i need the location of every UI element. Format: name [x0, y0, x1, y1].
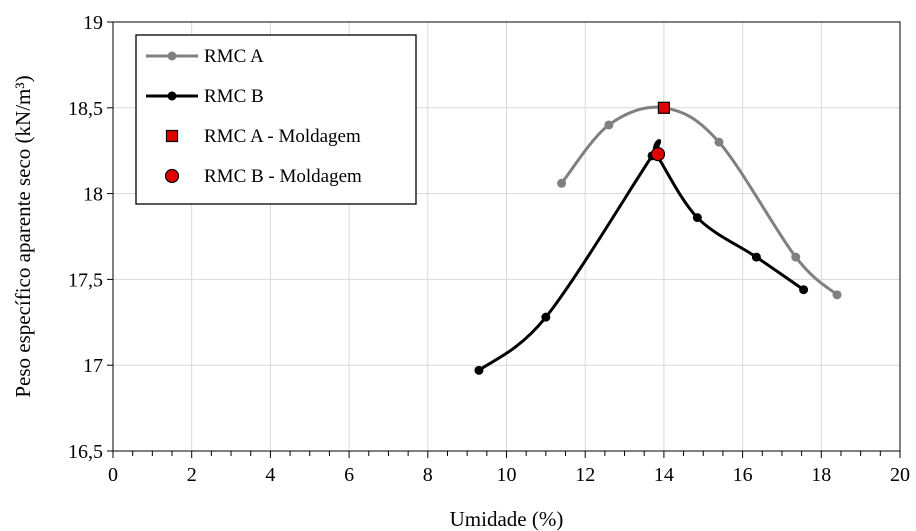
data-point: [604, 120, 614, 130]
legend-item: RMC A: [146, 46, 264, 67]
legend-marker: [167, 51, 177, 61]
axes: 0 2 4 6 8 10 12 14 16 18 20 16,5 17 17,5 18 18,5 19: [68, 12, 910, 486]
x-tick-label: 20: [890, 464, 910, 486]
data-point: [714, 137, 724, 147]
data-point: [474, 365, 484, 375]
x-tick-label: 0: [108, 464, 118, 486]
y-tick-label: 16,5: [68, 441, 103, 463]
series-rmc-a-moldagem: [657, 101, 671, 114]
legend-label: RMC B - Moldagem: [204, 166, 362, 187]
x-tick-label: 8: [423, 464, 433, 486]
y-tick-label: 19: [83, 12, 103, 34]
data-point: [692, 213, 702, 223]
data-point: [657, 101, 671, 114]
series-rmc-a: [557, 103, 842, 300]
data-point: [799, 285, 809, 295]
legend: RMC A RMC B RMC A - Moldagem RMC B - Moldag…: [135, 34, 417, 205]
x-tick-label: 2: [187, 464, 197, 486]
legend-label: RMC B: [204, 86, 264, 107]
legend-marker: [164, 168, 180, 184]
x-tick-label: 4: [265, 464, 275, 486]
legend-marker: [165, 129, 179, 143]
x-tick-label: 12: [575, 464, 595, 486]
legend-item: RMC B - Moldagem: [164, 166, 362, 187]
data-point: [791, 252, 801, 262]
x-tick-label: 6: [344, 464, 354, 486]
data-point: [832, 290, 842, 300]
legend-marker: [167, 91, 177, 101]
y-tick-label: 17,5: [68, 269, 103, 291]
y-tick-label: 17: [83, 355, 103, 377]
y-axis-label: Peso específico aparente seco (kN/m³): [11, 75, 35, 397]
series-rmc-b: [474, 139, 809, 375]
y-tick-label: 18: [83, 184, 103, 206]
series-rmc-b-moldagem: [650, 147, 666, 162]
x-axis-label: Umidade (%): [450, 507, 564, 531]
x-tick-label: 10: [497, 464, 517, 486]
legend-label: RMC A: [204, 46, 264, 67]
legend-box: [135, 34, 417, 205]
legend-item: RMC A - Moldagem: [165, 126, 361, 147]
x-tick-label: 18: [811, 464, 831, 486]
legend-label: RMC A - Moldagem: [204, 126, 361, 147]
x-tick-label: 14: [654, 464, 674, 486]
data-point: [541, 312, 551, 322]
data-point: [751, 252, 761, 262]
legend-item: RMC B: [146, 86, 264, 107]
y-tick-label: 18,5: [68, 98, 103, 120]
x-tick-label: 16: [733, 464, 753, 486]
series-layer: [474, 101, 842, 375]
series-line: [560, 105, 839, 296]
data-point: [557, 178, 567, 188]
data-point: [650, 147, 666, 162]
